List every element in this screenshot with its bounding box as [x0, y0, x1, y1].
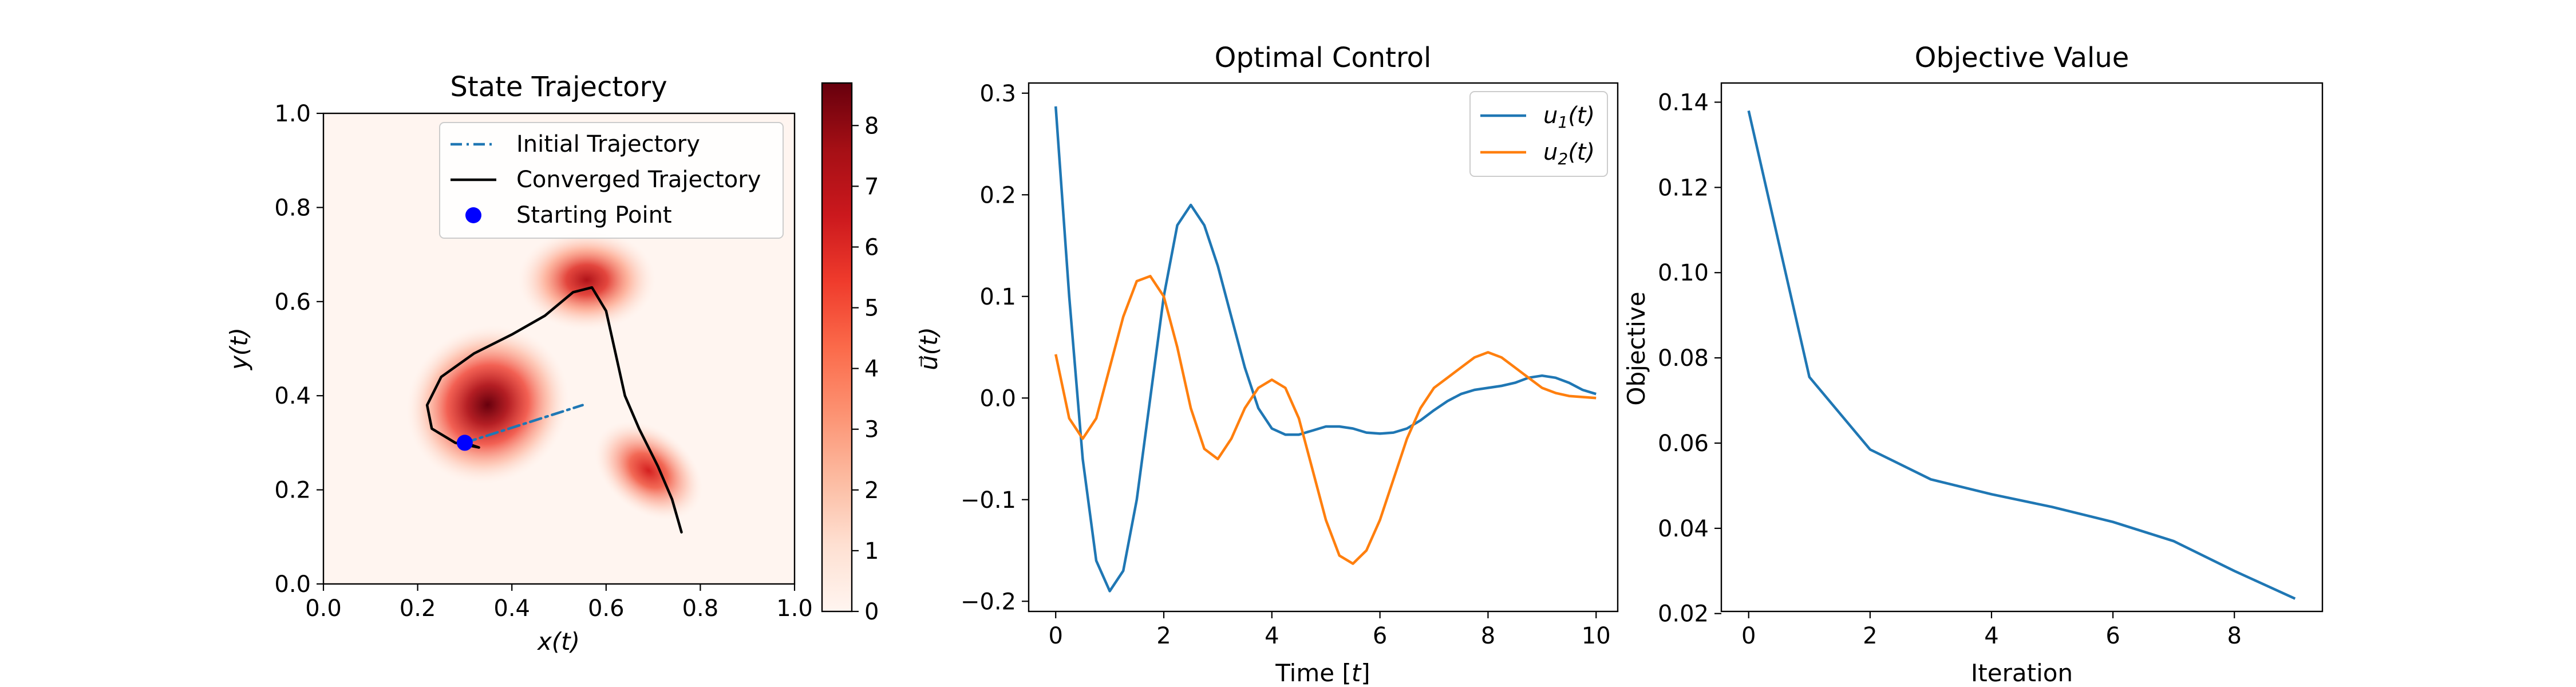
optimal-control-panel: Optimal Control 0 2 4 6 8 10 −0.2 −0.1 0.0 0.1 0.… — [915, 42, 1619, 687]
legend-box — [1469, 91, 1608, 177]
x-tick-label: 1.0 — [776, 595, 813, 622]
y-tick-label: 0.02 — [1658, 601, 1709, 627]
y-tick-label: 0.4 — [274, 383, 311, 409]
objective-line — [1747, 110, 2296, 600]
x-axis-ticks: 0.0 0.2 0.4 0.6 0.8 1.0 — [305, 584, 813, 622]
y-tick-label: 1.0 — [274, 101, 311, 127]
initial-trajectory-line — [463, 404, 584, 444]
x-axis-label: x(t) — [536, 627, 580, 656]
x-axis-label: Time [t] — [1275, 659, 1370, 687]
colorbar: 0 1 2 3 4 5 6 7 8 — [821, 82, 879, 625]
starting-point-marker — [456, 435, 473, 451]
colorbar-tick-label: 2 — [864, 477, 879, 504]
y-tick-label: 0.12 — [1658, 175, 1709, 201]
y-tick-label: 0.08 — [1658, 345, 1709, 372]
colorbar-tick-label: 5 — [864, 295, 879, 322]
heat-source-left — [406, 325, 569, 484]
y-tick-label: 0.1 — [979, 284, 1016, 310]
colorbar-tick-label: 4 — [864, 356, 879, 382]
y-axis-label: Objective — [1622, 291, 1650, 405]
x-tick-label: 6 — [2105, 623, 2120, 649]
x-tick-label: 4 — [1265, 623, 1279, 649]
x-tick-label: 0.0 — [305, 595, 342, 622]
series-line-u1 — [1054, 106, 1597, 593]
optimal-control-frame — [1028, 82, 1619, 613]
heat-source-top — [518, 230, 655, 330]
x-tick-label: 0 — [1048, 623, 1062, 649]
optimal-control-title: Optimal Control — [1215, 42, 1432, 74]
colorbar-tick-label: 3 — [864, 417, 879, 443]
legend-label-initial: Initial Trajectory — [516, 131, 700, 157]
y-tick-label: 0.2 — [274, 477, 311, 504]
y-tick-label: 0.0 — [979, 385, 1016, 412]
legend-label-u1: u1(t) — [1543, 102, 1595, 132]
x-tick-label: 4 — [1984, 623, 1998, 649]
y-tick-label: 0.2 — [979, 182, 1016, 208]
x-tick-label: 8 — [1481, 623, 1495, 649]
objective-value-title: Objective Value — [1915, 42, 2129, 74]
control-legend: u1(t) u2(t) — [1469, 91, 1608, 177]
x-tick-label: 0.8 — [682, 595, 719, 622]
y-axis-label: u⃗(t) — [915, 327, 943, 370]
y-tick-label: 0.14 — [1658, 89, 1709, 116]
series-line-u2 — [1054, 275, 1597, 565]
x-axis-ticks: 0 2 4 6 8 10 — [1048, 611, 1611, 649]
state-legend: Initial Trajectory Converged Trajectory … — [439, 122, 784, 239]
state-trajectory-panel: State Trajectory 0.0 0.2 0.4 0.6 0.8 1.0 0.00… — [225, 71, 879, 656]
y-tick-label: 0.06 — [1658, 431, 1709, 457]
y-tick-label: 0.04 — [1658, 516, 1709, 542]
y-tick-label: 0.0 — [274, 571, 311, 598]
legend-label-start: Starting Point — [516, 202, 672, 228]
y-tick-label: 0.3 — [979, 81, 1016, 107]
y-axis-label: y(t) — [225, 327, 253, 371]
converged-trajectory-line — [425, 286, 683, 534]
x-axis-ticks: 0 2 4 6 8 — [1741, 611, 2242, 649]
y-tick-label: 0.6 — [274, 289, 311, 315]
heat-source-bottom — [595, 421, 702, 520]
colorbar-tick-label: 1 — [864, 538, 879, 564]
objective-frame — [1720, 82, 2324, 613]
x-tick-label: 0.4 — [493, 595, 530, 622]
objective-plot-area — [1721, 83, 2322, 611]
colorbar-gradient — [821, 82, 853, 613]
y-axis-ticks: −0.2 −0.1 0.0 0.1 0.2 0.3 — [961, 81, 1029, 615]
y-tick-label: −0.2 — [961, 589, 1016, 615]
control-series — [1054, 106, 1597, 593]
colorbar-tick-label: 8 — [864, 113, 879, 139]
x-tick-label: 2 — [1863, 623, 1877, 649]
y-tick-label: 0.8 — [274, 195, 311, 221]
objective-series — [1747, 110, 2296, 600]
y-axis-ticks: 0.0 0.2 0.4 0.6 0.8 1.0 — [274, 101, 323, 598]
y-axis-ticks: 0.02 0.04 0.06 0.08 0.10 0.12 0.14 — [1658, 89, 1721, 627]
y-tick-label: −0.1 — [961, 487, 1016, 514]
legend-box — [439, 122, 784, 239]
x-tick-label: 8 — [2227, 623, 2241, 649]
x-axis-label: Iteration — [1971, 659, 2073, 687]
x-tick-label: 0.2 — [400, 595, 436, 622]
trajectory-series — [425, 286, 683, 534]
y-tick-label: 0.10 — [1658, 260, 1709, 286]
colorbar-tick-label: 6 — [864, 234, 879, 260]
legend-label-converged: Converged Trajectory — [516, 167, 761, 193]
state-trajectory-frame — [322, 112, 796, 585]
x-tick-label: 0.6 — [588, 595, 625, 622]
x-tick-label: 0 — [1741, 623, 1756, 649]
colorbar-tick-label: 7 — [864, 173, 879, 200]
colorbar-tick-label: 0 — [864, 599, 879, 625]
x-tick-label: 10 — [1582, 623, 1611, 649]
x-tick-label: 2 — [1156, 623, 1171, 649]
x-tick-label: 6 — [1373, 623, 1387, 649]
legend-marker-start — [465, 207, 481, 223]
colorbar-ticks: 0 1 2 3 4 5 6 7 8 — [852, 113, 879, 625]
legend-label-u2: u2(t) — [1543, 139, 1595, 168]
state-trajectory-title: State Trajectory — [450, 71, 667, 103]
